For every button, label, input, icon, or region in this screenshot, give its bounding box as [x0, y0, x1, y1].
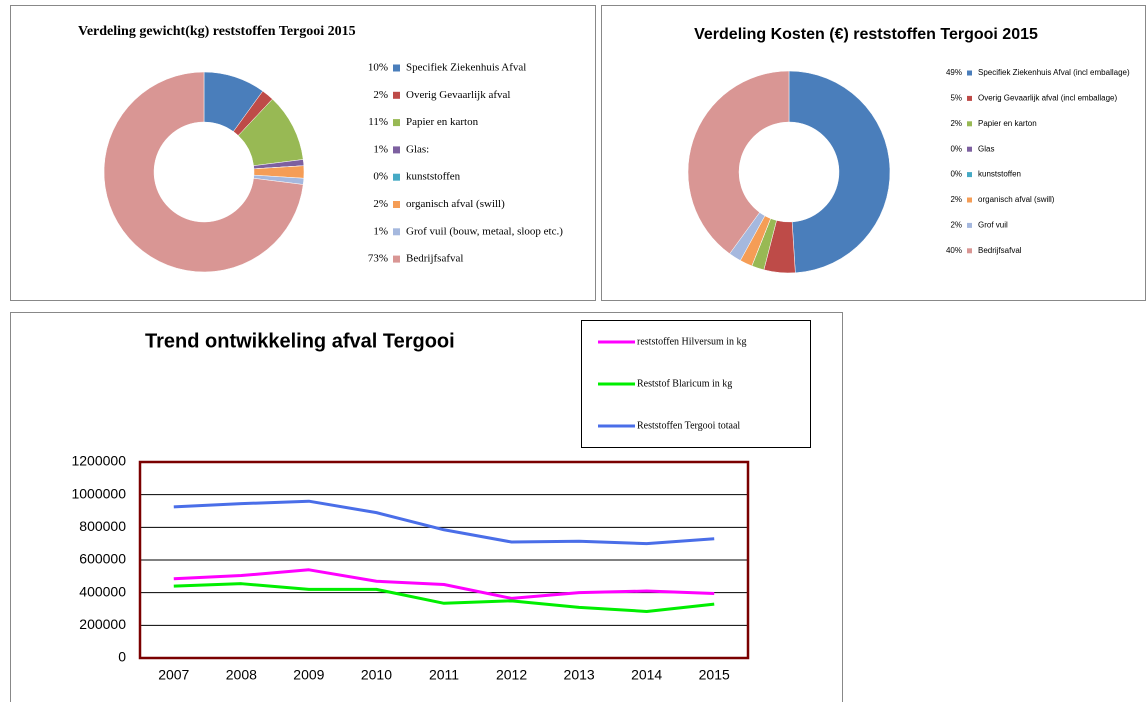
y-tick-label: 0: [118, 649, 126, 665]
plot-frame: [138, 460, 750, 660]
legend-value: 49%: [946, 68, 962, 77]
legend-label: Glas: [978, 144, 994, 153]
legend-swatch: [393, 173, 400, 181]
legend-label: organisch afval (swill): [978, 195, 1055, 204]
chart-frame: [10, 5, 596, 301]
x-tick-label: 2013: [564, 667, 595, 683]
x-tick-label: 2008: [226, 667, 257, 683]
legend-swatch: [393, 119, 400, 127]
legend-label: Reststoffen Tergooi totaal: [637, 420, 740, 431]
x-tick-label: 2012: [496, 667, 527, 683]
legend-swatch: [393, 255, 400, 263]
y-tick-label: 1200000: [71, 453, 126, 469]
legend-swatch: [967, 222, 972, 228]
legend-swatch: [393, 146, 400, 154]
legend-value: 11%: [368, 116, 388, 128]
legend-label: Overig Gevaarlijk afval (incl emballage): [978, 94, 1118, 103]
chart-title: Verdeling gewicht(kg) reststoffen Tergoo…: [78, 24, 356, 39]
y-tick-label: 1000000: [71, 485, 126, 501]
legend-value: 2%: [950, 221, 962, 230]
legend-label: organisch afval (swill): [406, 198, 505, 210]
legend-swatch: [393, 201, 400, 208]
legend-value: 0%: [950, 144, 962, 153]
y-tick-label: 200000: [79, 616, 126, 632]
legend-label: Bedrijfsafval: [978, 246, 1022, 255]
legend-swatch: [967, 70, 972, 76]
legend-label: kunststoffen: [978, 170, 1021, 179]
legend-swatch: [967, 248, 972, 254]
legend-value: 2%: [373, 89, 388, 101]
legend-value: 40%: [946, 246, 962, 255]
legend-label: Papier en karton: [406, 116, 479, 128]
legend-label: Specifiek Ziekenhuis Afval (incl emballa…: [978, 68, 1130, 77]
x-tick-label: 2007: [158, 667, 189, 683]
series-line: [173, 568, 715, 600]
chart-title: Verdeling Kosten (€) reststoffen Tergooi…: [694, 26, 1038, 43]
x-tick-label: 2009: [293, 667, 324, 683]
legend-swatch: [967, 172, 972, 178]
legend-swatch: [393, 91, 400, 99]
legend-label: Grof vuil (bouw, metaal, sloop etc.): [406, 225, 563, 237]
x-tick-label: 2010: [361, 667, 392, 683]
legend-value: 0%: [950, 170, 962, 179]
x-tick-label: 2015: [699, 667, 730, 683]
legend-value: 0%: [373, 171, 388, 183]
series-line: [173, 582, 715, 613]
legend-swatch: [393, 64, 400, 72]
legend-label: Bedrijfsafval: [406, 253, 463, 265]
legend-swatch: [967, 121, 972, 127]
legend-value: 73%: [368, 253, 388, 265]
y-tick-label: 400000: [79, 583, 126, 599]
legend-value: 1%: [373, 225, 388, 237]
legend-label: reststoffen Hilversum in kg: [637, 336, 747, 347]
donut-slice: [788, 70, 891, 274]
chart-title: Trend ontwikkeling afval Tergooi: [145, 330, 455, 352]
donut-slice: [687, 70, 790, 255]
legend-label: Reststof Blaricum in kg: [637, 378, 732, 389]
donut-slice: [103, 71, 304, 273]
series-line: [173, 499, 715, 546]
legend-swatch: [393, 228, 400, 236]
legend-label: Grof vuil: [978, 221, 1008, 230]
legend-label: kunststoffen: [406, 171, 461, 183]
legend-value: 2%: [950, 195, 962, 204]
legend-label: Papier en karton: [978, 119, 1037, 128]
legend-swatch: [967, 197, 972, 203]
legend-value: 1%: [373, 143, 388, 155]
x-tick-label: 2014: [631, 667, 662, 683]
legend-value: 2%: [373, 198, 388, 210]
legend-label: Glas:: [406, 143, 429, 155]
x-tick-label: 2011: [429, 667, 459, 683]
y-tick-label: 800000: [79, 518, 126, 534]
legend-value: 2%: [950, 119, 962, 128]
legend-value: 10%: [368, 62, 388, 74]
legend-label: Overig Gevaarlijk afval: [406, 89, 510, 101]
legend-value: 5%: [950, 94, 962, 103]
legend-swatch: [967, 146, 972, 152]
legend-swatch: [967, 95, 972, 101]
y-tick-label: 600000: [79, 551, 126, 567]
legend-label: Specifiek Ziekenhuis Afval: [406, 62, 526, 74]
